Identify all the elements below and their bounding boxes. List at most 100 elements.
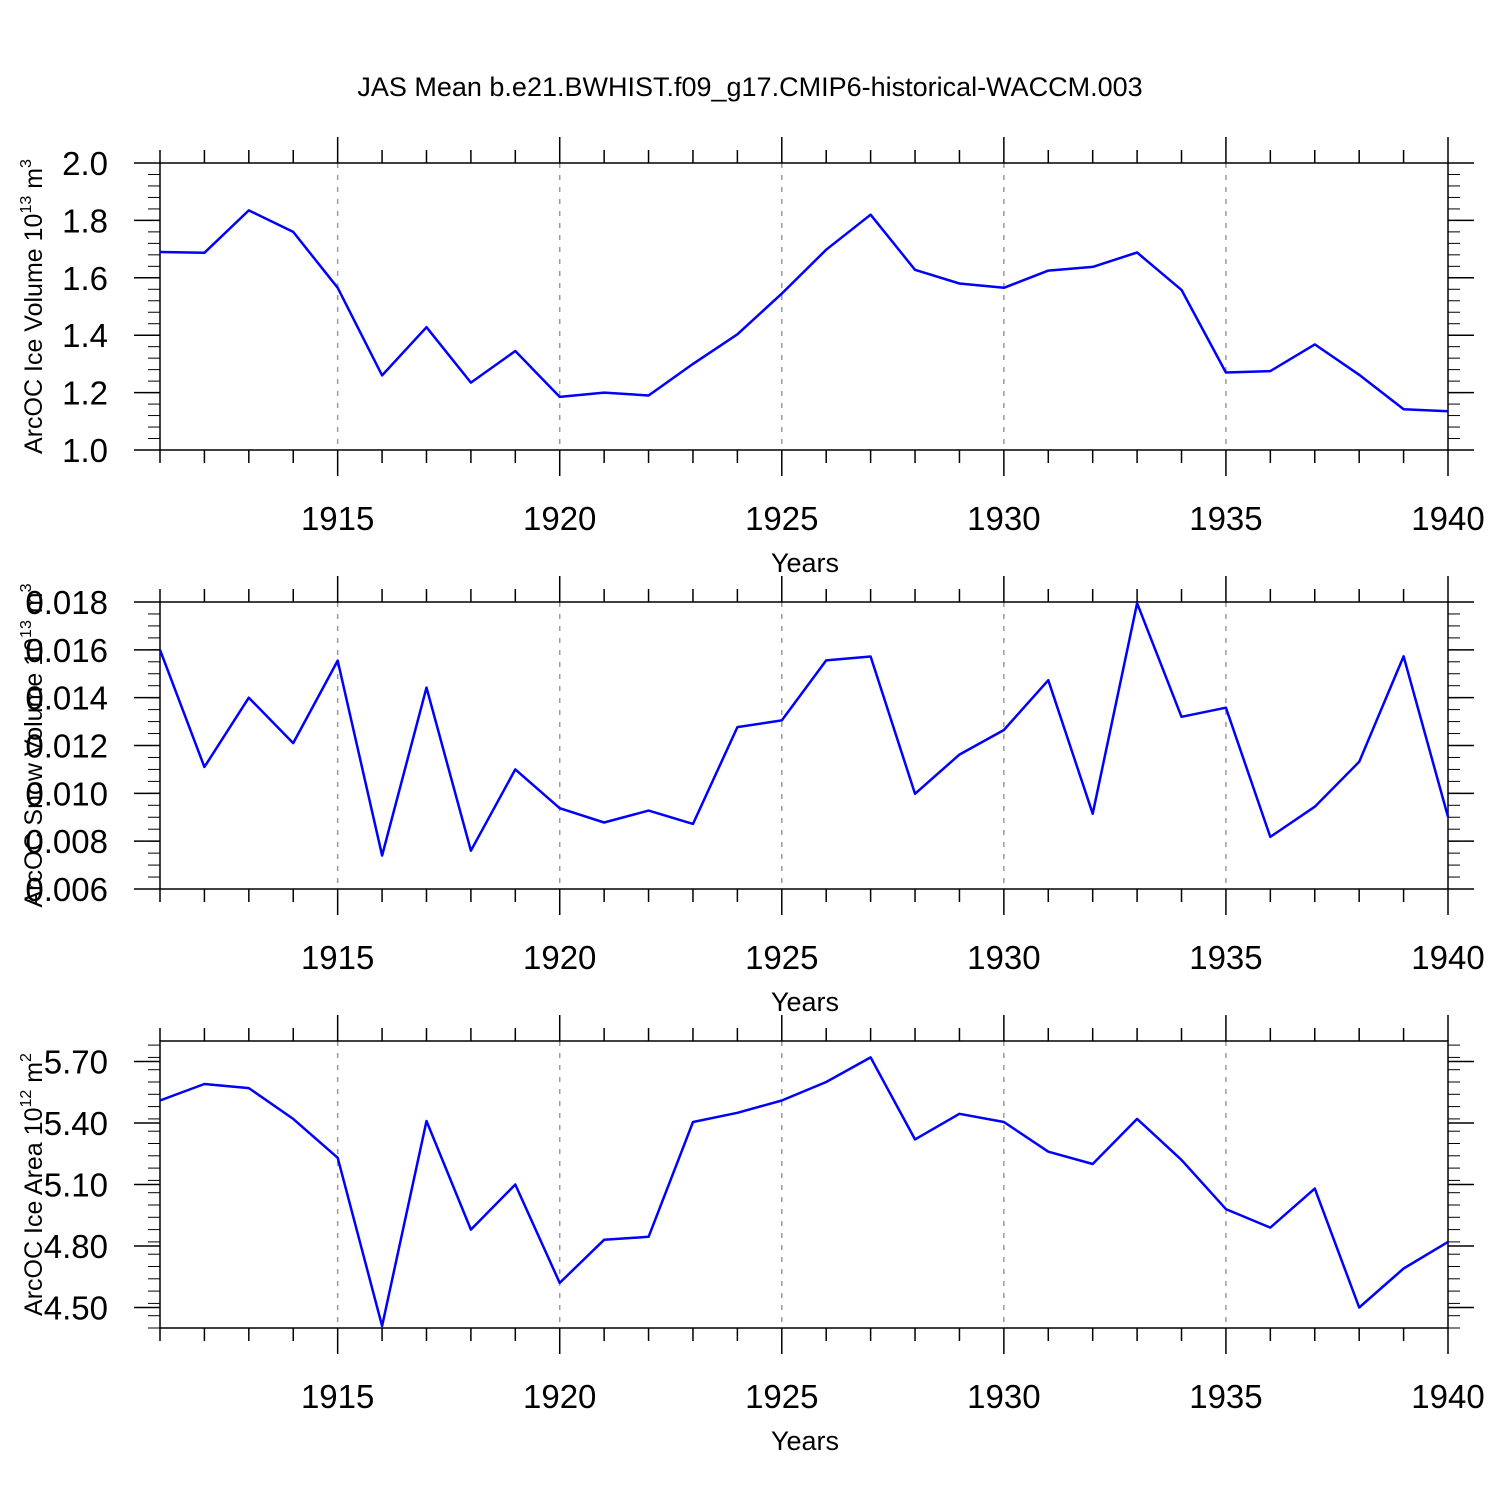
data-point	[1046, 269, 1050, 273]
plot-frame	[159, 601, 1449, 890]
data-point	[1446, 815, 1450, 819]
data-point	[913, 792, 917, 796]
x-tick-label: 1935	[1189, 500, 1262, 537]
data-point	[869, 655, 873, 659]
y-axis-label: ArcOC Ice Volume 1013 m3	[18, 159, 48, 454]
x-tick-label: 1930	[967, 500, 1040, 537]
panel-3: 4.50 4.80 5.10 5.40 5.70 1915 1920 1925 1930 1935…	[18, 1015, 1485, 1456]
data-point	[1002, 1120, 1006, 1124]
data-point	[202, 251, 206, 255]
data-point	[1224, 1207, 1228, 1211]
y-tick-label: 0.016	[25, 632, 108, 669]
data-point	[469, 1228, 473, 1232]
data-point	[513, 767, 517, 771]
data-point	[1180, 715, 1184, 719]
data-point	[1002, 728, 1006, 732]
data-point	[1046, 1150, 1050, 1154]
data-point	[291, 230, 295, 234]
plot-frame	[159, 1040, 1449, 1329]
data-point	[691, 822, 695, 826]
data-point	[380, 373, 384, 377]
data-point	[869, 213, 873, 217]
x-tick-label: 1915	[301, 500, 374, 537]
y-axis-label: ArcOC Ice Area 1012 m2	[18, 1053, 48, 1316]
data-point	[380, 1324, 384, 1328]
data-point	[1446, 409, 1450, 413]
data-point	[558, 806, 562, 810]
data-line	[158, 601, 1450, 857]
data-point	[1224, 706, 1228, 710]
x-tick-label: 1915	[301, 1378, 374, 1415]
data-point	[824, 658, 828, 662]
data-point	[780, 1098, 784, 1102]
data-point	[1091, 1162, 1095, 1166]
data-point	[158, 648, 162, 652]
data-point	[957, 753, 961, 757]
x-tick-label: 1915	[301, 939, 374, 976]
y-tick-label: 5.70	[44, 1044, 108, 1081]
data-point	[1313, 805, 1317, 809]
data-point	[1002, 286, 1006, 290]
data-point	[602, 821, 606, 825]
data-point	[291, 1117, 295, 1121]
y-tick-label: 1.4	[62, 317, 108, 354]
y-tick-label: 2.0	[62, 145, 108, 182]
data-point	[1268, 835, 1272, 839]
x-tick-label: 1935	[1189, 939, 1262, 976]
data-point	[424, 1119, 428, 1123]
x-tick-label: 1925	[745, 500, 818, 537]
data-line	[159, 209, 1449, 413]
data-point	[735, 725, 739, 729]
y-tick-label: 0.008	[25, 823, 108, 860]
data-point	[1135, 601, 1139, 605]
y-tick-label: 5.10	[44, 1167, 108, 1204]
data-point	[380, 854, 384, 858]
x-axis-label: Years	[771, 548, 839, 578]
data-point	[602, 1238, 606, 1242]
data-point	[1091, 265, 1095, 269]
data-point	[647, 393, 651, 397]
data-point	[247, 208, 251, 212]
data-point	[202, 1082, 206, 1086]
x-tick-label: 1920	[523, 500, 596, 537]
panel-1: 1.0 1.2 1.4 1.6 1.8 2.0 1915 1920 1925 1930 1935 19…	[18, 137, 1485, 578]
y-axis-label: ArcOC Snow Volume 1013 m3	[18, 583, 48, 907]
x-tick-label: 1935	[1189, 1378, 1262, 1415]
data-point	[1313, 1187, 1317, 1191]
data-point	[602, 391, 606, 395]
data-point	[469, 381, 473, 385]
data-point	[1357, 760, 1361, 764]
data-point	[558, 1281, 562, 1285]
y-tick-label: 0.014	[25, 680, 108, 717]
data-line	[159, 1056, 1449, 1328]
data-point	[869, 1055, 873, 1059]
data-point	[513, 1183, 517, 1187]
y-tick-label: 1.2	[62, 375, 108, 412]
data-point	[1268, 1226, 1272, 1230]
y-tick-label: 4.50	[44, 1290, 108, 1327]
data-point	[247, 696, 251, 700]
data-point	[1357, 1306, 1361, 1310]
data-point	[558, 395, 562, 399]
data-point	[1135, 1117, 1139, 1121]
x-tick-label: 1920	[523, 939, 596, 976]
x-axis-label: Years	[771, 987, 839, 1017]
panel-2: 0.006 0.008 0.010 0.012 0.014 0.016 0.018 1915 1…	[18, 576, 1485, 1017]
data-point	[1135, 251, 1139, 255]
data-point	[735, 332, 739, 336]
data-point	[1402, 654, 1406, 658]
y-tick-label: 5.40	[44, 1105, 108, 1142]
data-point	[1268, 369, 1272, 373]
data-point	[691, 1120, 695, 1124]
y-tick-label: 1.6	[62, 260, 108, 297]
y-tick-label: 0.010	[25, 775, 108, 812]
data-point	[1357, 373, 1361, 377]
data-point	[158, 1098, 162, 1102]
data-point	[1046, 678, 1050, 682]
x-tick-label: 1920	[523, 1378, 596, 1415]
data-point	[424, 325, 428, 329]
data-point	[336, 286, 340, 290]
data-point	[824, 1080, 828, 1084]
data-point	[691, 362, 695, 366]
data-point	[291, 741, 295, 745]
